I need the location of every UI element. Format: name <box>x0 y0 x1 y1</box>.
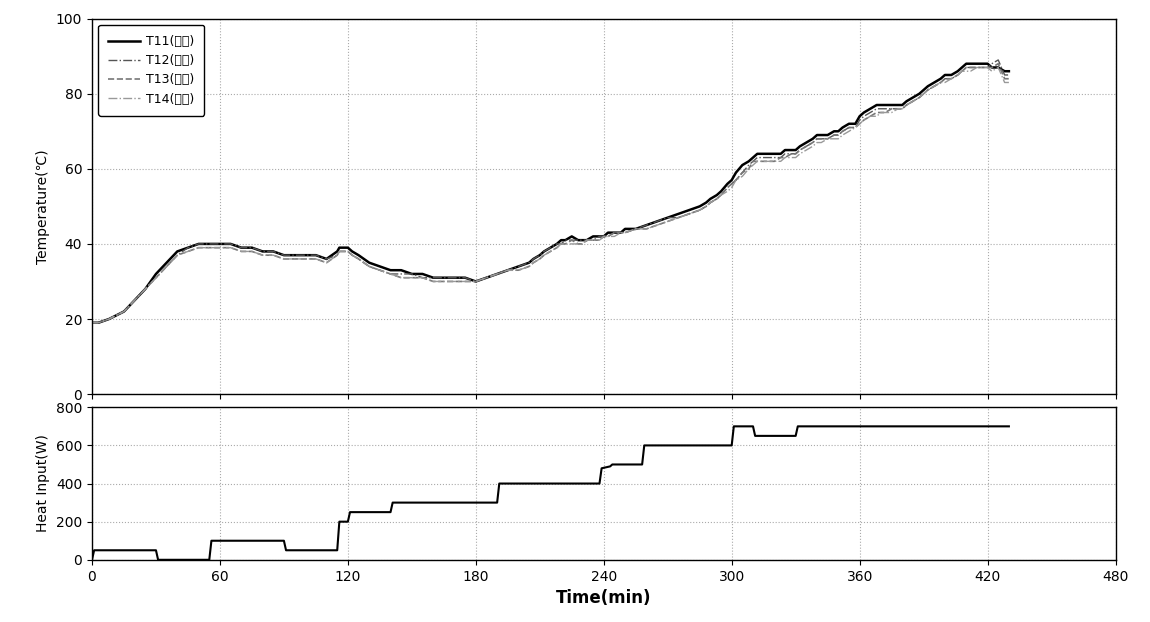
T12(히터) <box>954 68 968 75</box>
T13(히터) <box>991 60 1005 67</box>
T13(히터) <box>1002 75 1015 83</box>
T14(히터) <box>85 319 99 327</box>
T12(히터) <box>991 56 1005 63</box>
T14(히터) <box>1002 79 1015 86</box>
T11(히터) <box>721 180 735 188</box>
Legend: T11(히터), T12(히터), T13(히터), T14(히터): T11(히터), T12(히터), T13(히터), T14(히터) <box>98 25 204 116</box>
T11(히터) <box>729 169 743 176</box>
T12(히터) <box>1002 72 1015 79</box>
T12(히터) <box>729 177 743 184</box>
T12(히터) <box>150 274 163 281</box>
T14(히터) <box>721 188 735 195</box>
T11(히터) <box>954 63 968 71</box>
T14(히터) <box>729 177 743 184</box>
T13(히터) <box>85 319 99 327</box>
T14(히터) <box>757 157 770 165</box>
T11(히터) <box>757 150 770 157</box>
Line: T13(히터): T13(히터) <box>92 63 1009 323</box>
Y-axis label: Heat Input(W): Heat Input(W) <box>37 435 51 532</box>
Line: T12(히터): T12(히터) <box>92 60 1009 323</box>
T14(히터) <box>150 274 163 281</box>
T14(히터) <box>954 68 968 75</box>
T11(히터) <box>1002 68 1015 75</box>
T12(히터) <box>721 184 735 192</box>
T14(히터) <box>896 105 910 113</box>
T13(히터) <box>721 184 735 192</box>
T11(히터) <box>85 319 99 327</box>
Line: T11(히터): T11(히터) <box>92 63 1009 323</box>
T12(히터) <box>85 319 99 327</box>
T12(히터) <box>757 154 770 161</box>
T11(히터) <box>150 270 163 277</box>
T13(히터) <box>729 177 743 184</box>
T13(히터) <box>896 105 910 113</box>
Y-axis label: Temperature(℃): Temperature(℃) <box>37 149 51 264</box>
T11(히터) <box>959 60 973 67</box>
T11(히터) <box>896 101 910 109</box>
T13(히터) <box>150 274 163 281</box>
T13(히터) <box>757 157 770 165</box>
T13(히터) <box>954 68 968 75</box>
Line: T14(히터): T14(히터) <box>92 67 1009 323</box>
T12(히터) <box>896 105 910 113</box>
T14(히터) <box>969 63 983 71</box>
X-axis label: Time(min): Time(min) <box>555 589 652 607</box>
